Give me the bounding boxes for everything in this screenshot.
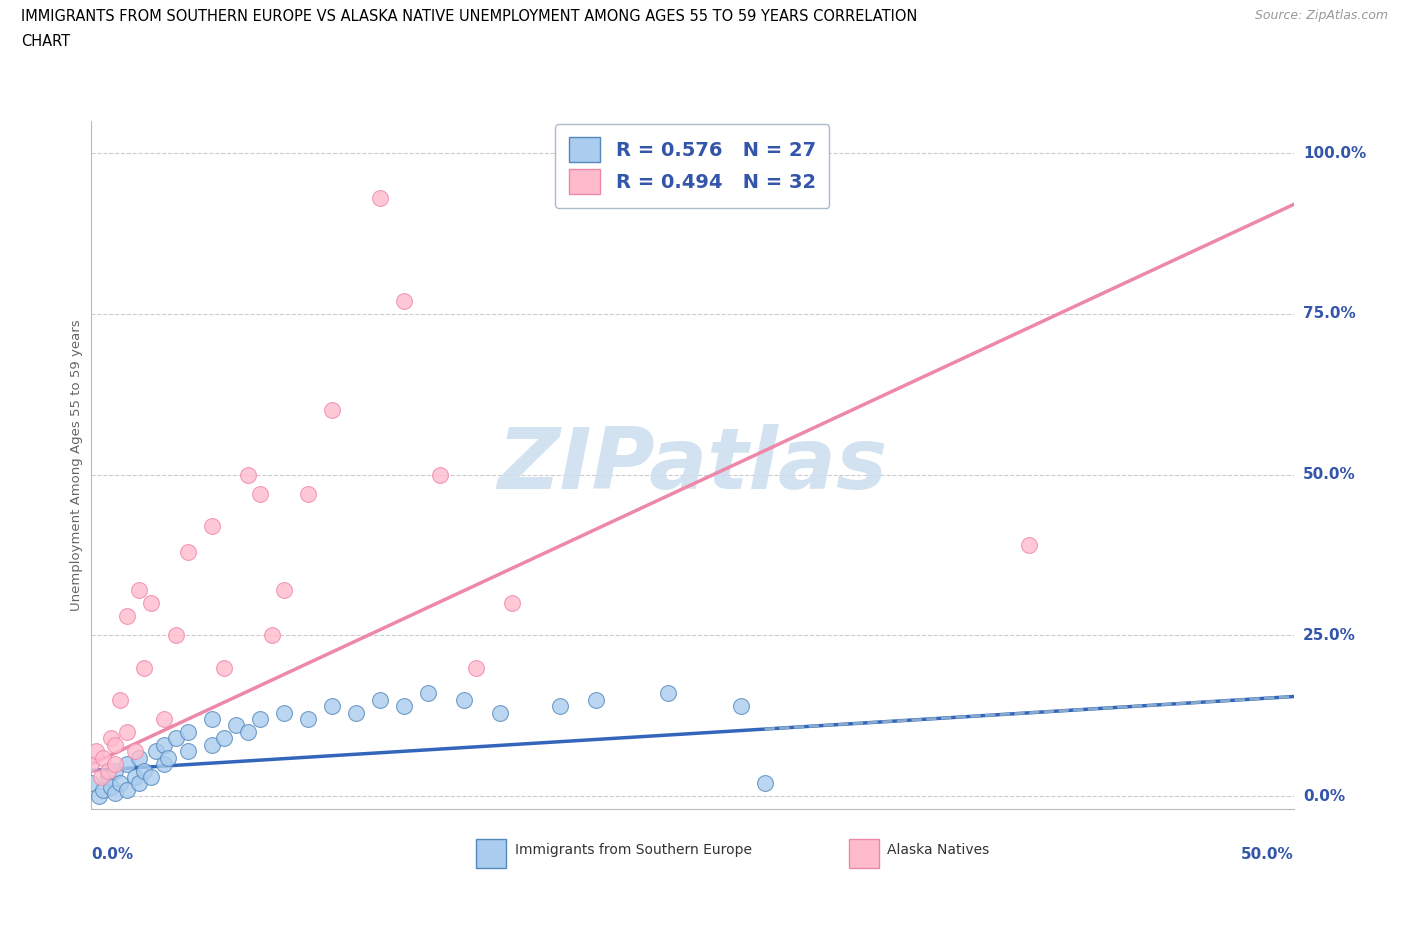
- Point: [236, 724, 259, 739]
- Text: 50.0%: 50.0%: [1240, 847, 1294, 862]
- Point: [152, 711, 174, 726]
- Point: [201, 519, 224, 534]
- Point: [201, 711, 224, 726]
- Point: [128, 583, 150, 598]
- Point: [93, 751, 115, 765]
- Point: [416, 686, 439, 701]
- Point: [585, 692, 607, 707]
- Point: [273, 583, 295, 598]
- Point: [104, 786, 127, 801]
- Point: [141, 596, 163, 611]
- Y-axis label: Unemployment Among Ages 55 to 59 years: Unemployment Among Ages 55 to 59 years: [70, 319, 83, 611]
- Point: [321, 698, 343, 713]
- Point: [754, 776, 776, 790]
- Legend: R = 0.576   N = 27, R = 0.494   N = 32: R = 0.576 N = 27, R = 0.494 N = 32: [555, 124, 830, 207]
- Point: [392, 294, 415, 309]
- Point: [104, 764, 127, 778]
- Point: [212, 731, 235, 746]
- FancyBboxPatch shape: [477, 839, 506, 868]
- Text: IMMIGRANTS FROM SOUTHERN EUROPE VS ALASKA NATIVE UNEMPLOYMENT AMONG AGES 55 TO 5: IMMIGRANTS FROM SOUTHERN EUROPE VS ALASK…: [21, 9, 918, 24]
- Text: 75.0%: 75.0%: [1303, 306, 1355, 322]
- Point: [93, 782, 115, 797]
- Point: [117, 757, 139, 772]
- Point: [134, 660, 156, 675]
- Point: [392, 698, 415, 713]
- Point: [165, 628, 187, 643]
- Point: [249, 711, 271, 726]
- Point: [260, 628, 283, 643]
- Point: [84, 744, 107, 759]
- Point: [124, 769, 146, 784]
- Point: [100, 731, 122, 746]
- Point: [236, 467, 259, 482]
- Point: [730, 698, 752, 713]
- Point: [212, 660, 235, 675]
- Point: [368, 692, 391, 707]
- Point: [117, 724, 139, 739]
- Point: [368, 191, 391, 206]
- Point: [176, 544, 198, 559]
- Point: [501, 596, 523, 611]
- Point: [297, 711, 319, 726]
- Point: [80, 757, 103, 772]
- Point: [141, 769, 163, 784]
- Point: [344, 705, 367, 720]
- Point: [429, 467, 451, 482]
- Text: Alaska Natives: Alaska Natives: [887, 844, 990, 857]
- Point: [80, 776, 103, 790]
- Point: [176, 724, 198, 739]
- Point: [201, 737, 224, 752]
- Point: [90, 769, 112, 784]
- Point: [176, 744, 198, 759]
- Point: [152, 757, 174, 772]
- Point: [117, 782, 139, 797]
- Point: [110, 692, 132, 707]
- Text: 50.0%: 50.0%: [1303, 467, 1355, 482]
- Point: [152, 737, 174, 752]
- Point: [117, 609, 139, 624]
- Point: [249, 486, 271, 501]
- FancyBboxPatch shape: [849, 839, 879, 868]
- Point: [134, 764, 156, 778]
- Text: Immigrants from Southern Europe: Immigrants from Southern Europe: [515, 844, 752, 857]
- Point: [110, 776, 132, 790]
- Point: [128, 776, 150, 790]
- Point: [1018, 538, 1040, 552]
- Point: [104, 737, 127, 752]
- Point: [145, 744, 167, 759]
- Point: [453, 692, 475, 707]
- Text: CHART: CHART: [21, 34, 70, 49]
- Text: 25.0%: 25.0%: [1303, 628, 1355, 643]
- Point: [273, 705, 295, 720]
- Point: [97, 769, 120, 784]
- Point: [297, 486, 319, 501]
- Point: [465, 660, 488, 675]
- Text: 0.0%: 0.0%: [1303, 789, 1346, 804]
- Point: [97, 764, 120, 778]
- Point: [657, 686, 679, 701]
- Point: [225, 718, 247, 733]
- Point: [87, 789, 110, 804]
- Text: Source: ZipAtlas.com: Source: ZipAtlas.com: [1254, 9, 1388, 22]
- Point: [157, 751, 180, 765]
- Point: [128, 751, 150, 765]
- Point: [321, 403, 343, 418]
- Point: [100, 779, 122, 794]
- Point: [165, 731, 187, 746]
- Point: [104, 757, 127, 772]
- Point: [489, 705, 512, 720]
- Text: 100.0%: 100.0%: [1303, 146, 1367, 161]
- Text: ZIPatlas: ZIPatlas: [498, 423, 887, 507]
- Point: [548, 698, 571, 713]
- Text: 0.0%: 0.0%: [91, 847, 134, 862]
- Point: [124, 744, 146, 759]
